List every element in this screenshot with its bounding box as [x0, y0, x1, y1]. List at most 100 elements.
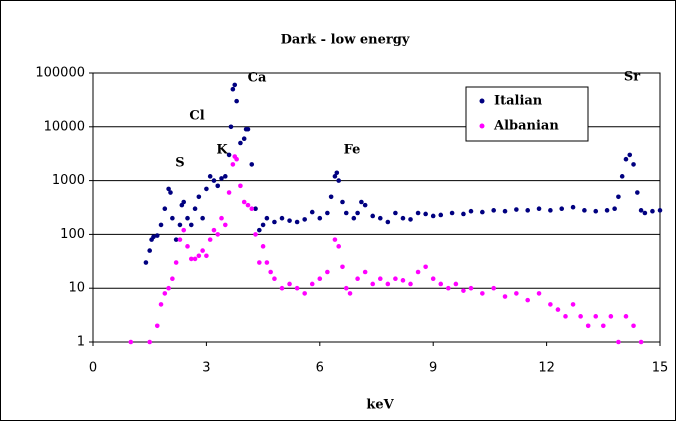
y-tick-label: 10000 — [44, 119, 85, 134]
data-point — [188, 256, 194, 262]
data-point — [302, 291, 307, 296]
peak-annotation: Sr — [624, 70, 640, 85]
data-point — [525, 208, 530, 213]
data-point — [491, 285, 496, 291]
data-point — [430, 213, 436, 219]
data-point — [309, 281, 315, 287]
data-point — [196, 194, 202, 200]
data-point — [468, 285, 474, 291]
data-point — [147, 339, 152, 345]
data-point — [334, 170, 340, 176]
data-point — [162, 206, 168, 212]
data-point — [192, 256, 198, 262]
data-point — [253, 206, 258, 212]
legend-box — [465, 86, 589, 142]
data-point — [192, 206, 198, 212]
data-point — [408, 281, 413, 287]
data-point — [332, 237, 338, 242]
data-point — [168, 190, 173, 195]
data-point — [241, 136, 247, 142]
data-point — [162, 291, 168, 296]
data-point — [619, 174, 625, 179]
data-point — [525, 297, 530, 303]
data-point — [317, 276, 323, 282]
data-point — [393, 210, 398, 216]
peak-annotation: Cl — [189, 109, 204, 124]
data-point — [207, 174, 213, 179]
data-point — [604, 208, 610, 213]
data-point — [249, 162, 255, 167]
data-point — [502, 294, 508, 299]
data-point — [400, 215, 406, 221]
y-tick-label: 1 — [77, 335, 85, 350]
x-tick-label: 15 — [652, 361, 669, 376]
peak-annotation: Ca — [248, 71, 267, 86]
data-point — [232, 82, 238, 88]
data-point — [257, 227, 262, 233]
y-tick-label: 10 — [68, 281, 85, 296]
data-point — [430, 276, 436, 282]
data-point — [438, 281, 444, 287]
data-point — [328, 194, 334, 200]
data-point — [294, 285, 300, 291]
data-point — [264, 260, 270, 265]
data-point — [234, 156, 239, 162]
x-tick-label: 12 — [538, 361, 555, 376]
data-point — [347, 291, 353, 296]
data-point — [461, 288, 466, 293]
data-point — [377, 215, 383, 221]
x-tick-label: 0 — [89, 361, 97, 376]
data-point — [302, 217, 307, 222]
data-point — [468, 208, 474, 214]
data-point — [204, 186, 209, 192]
y-tick-label: 100000 — [35, 66, 85, 81]
data-point — [151, 234, 156, 240]
data-point — [548, 208, 553, 213]
data-point — [446, 285, 451, 291]
data-point — [200, 248, 205, 253]
data-point — [272, 219, 277, 225]
legend-marker — [479, 123, 485, 129]
data-point — [158, 222, 164, 228]
data-point — [635, 190, 640, 195]
data-point — [612, 206, 617, 212]
data-point — [294, 219, 300, 225]
data-point — [336, 244, 342, 249]
data-point — [578, 314, 583, 319]
data-point — [415, 210, 421, 216]
y-tick-label: 1000 — [52, 173, 85, 188]
data-point — [408, 217, 413, 222]
data-point — [166, 285, 171, 291]
x-axis-label: keV — [366, 398, 394, 413]
legend-label: Albanian — [493, 119, 559, 134]
data-point — [461, 211, 466, 217]
data-point — [226, 152, 232, 158]
data-point — [154, 233, 160, 238]
data-point — [423, 264, 428, 270]
data-point — [219, 176, 224, 181]
data-point — [279, 285, 285, 291]
data-point — [340, 264, 345, 270]
peak-annotation: K — [216, 143, 228, 158]
data-point — [642, 210, 648, 216]
data-point — [601, 323, 606, 329]
data-point — [638, 208, 644, 213]
data-point — [238, 140, 243, 146]
data-point — [226, 190, 232, 195]
data-point — [238, 183, 243, 189]
data-point — [245, 202, 251, 208]
data-point — [631, 162, 636, 167]
data-point — [423, 211, 428, 217]
data-point — [340, 199, 345, 205]
data-point — [264, 215, 270, 221]
data-point — [173, 237, 179, 242]
data-point — [491, 208, 496, 213]
data-point — [207, 237, 213, 242]
data-point — [154, 323, 160, 329]
data-point — [188, 222, 194, 228]
data-point — [438, 212, 444, 218]
data-point — [453, 281, 459, 287]
data-point — [272, 276, 277, 282]
data-point — [370, 281, 376, 287]
